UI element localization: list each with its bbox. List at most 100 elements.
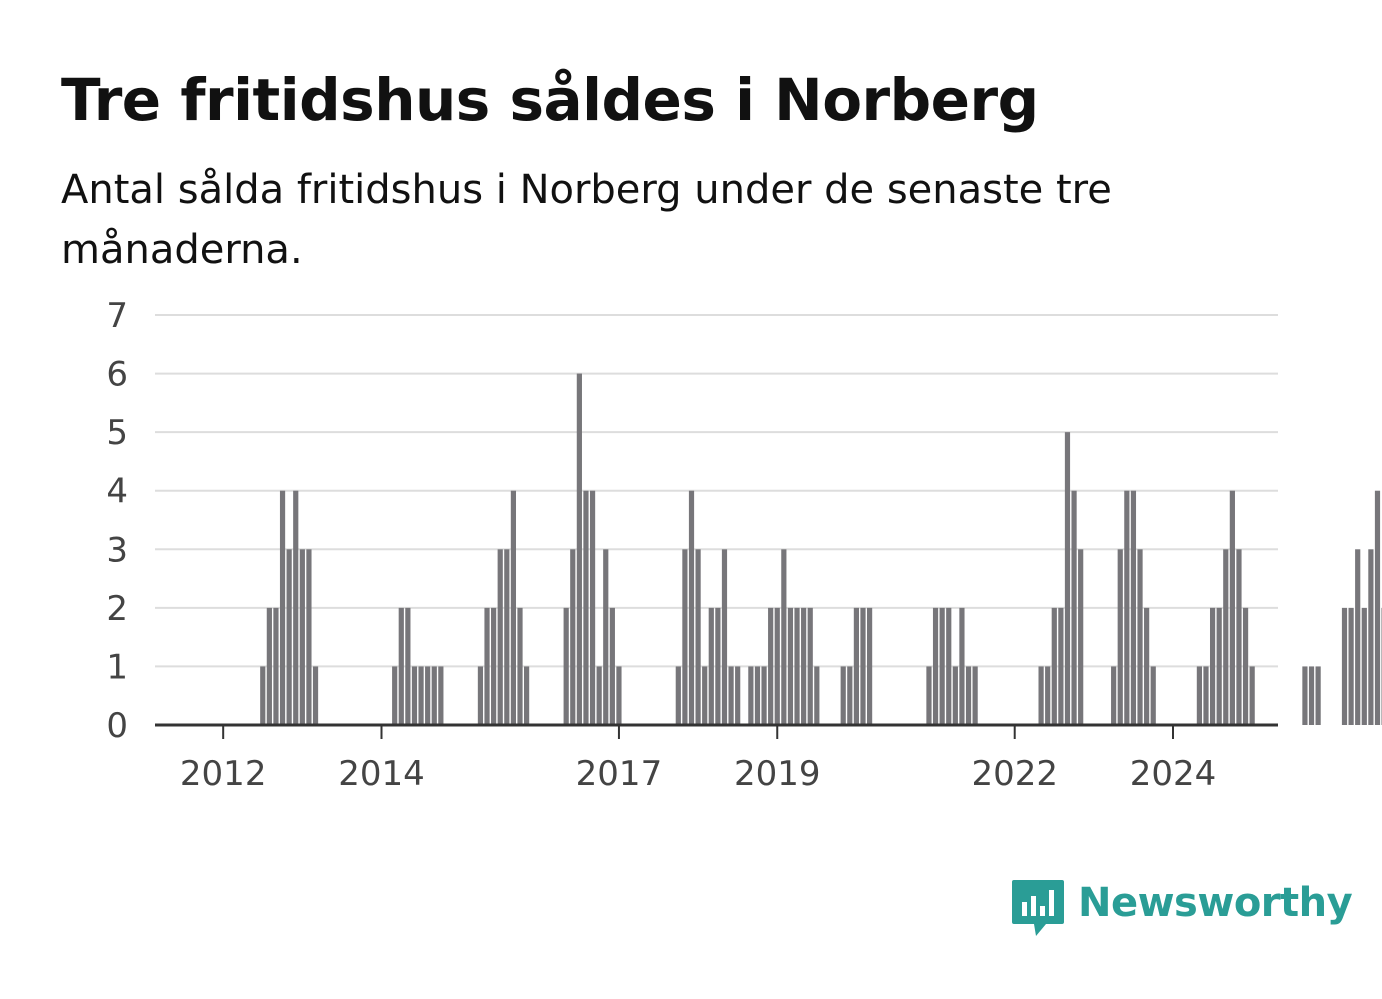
x-tick-label: 2022 — [971, 754, 1058, 794]
bar — [715, 607, 721, 725]
y-tick-label: 0 — [106, 706, 128, 746]
bar — [946, 607, 952, 725]
bar — [840, 666, 846, 725]
bar — [860, 607, 866, 725]
bar — [794, 607, 800, 725]
bar — [1361, 607, 1367, 725]
bar — [504, 549, 510, 725]
bar — [1150, 666, 1156, 725]
bar — [1051, 607, 1057, 725]
y-tick-label: 1 — [106, 647, 128, 687]
bar — [589, 490, 596, 725]
bar — [866, 607, 873, 725]
bar — [972, 666, 978, 725]
bar — [1348, 607, 1354, 725]
y-tick-label: 7 — [106, 296, 128, 336]
bar — [1223, 549, 1229, 725]
y-tick-label: 4 — [106, 472, 128, 512]
bar — [748, 666, 754, 725]
bar — [405, 607, 411, 725]
bar — [926, 666, 932, 725]
bar — [801, 607, 807, 725]
bar — [1229, 490, 1235, 725]
bar — [1130, 490, 1137, 725]
bar — [1078, 549, 1084, 725]
bar — [484, 607, 490, 725]
bar — [293, 490, 299, 725]
bar — [768, 607, 774, 725]
y-tick-label: 3 — [106, 530, 128, 570]
newsworthy-logo: Newsworthy — [1010, 878, 1353, 942]
x-tick-label: 2017 — [576, 754, 663, 794]
bar — [814, 666, 820, 725]
newsworthy-logo-icon — [1012, 880, 1064, 936]
bar — [411, 666, 418, 725]
bar — [702, 666, 708, 725]
bar — [616, 666, 622, 725]
bar — [1058, 607, 1064, 725]
bar — [1111, 666, 1117, 725]
bar — [965, 666, 972, 725]
x-tick-label: 2012 — [180, 754, 267, 794]
bar — [682, 549, 688, 725]
bar — [425, 666, 431, 725]
bar — [306, 549, 312, 725]
bar — [1236, 549, 1242, 725]
bar — [939, 607, 945, 725]
bar — [392, 666, 398, 725]
bar — [517, 607, 523, 725]
bar — [1045, 666, 1051, 725]
bar — [1302, 666, 1308, 725]
bar — [688, 490, 695, 725]
bar — [675, 666, 681, 725]
x-tick-label: 2014 — [338, 754, 425, 794]
bar — [596, 666, 602, 725]
bar — [774, 607, 780, 725]
bar — [1308, 666, 1315, 725]
bar — [273, 607, 279, 725]
bar — [1144, 607, 1150, 725]
bar — [431, 666, 437, 725]
bar — [570, 549, 576, 725]
bar — [1216, 607, 1222, 725]
bar — [1249, 666, 1255, 725]
bar — [260, 666, 266, 725]
bar — [1374, 490, 1381, 725]
bar — [1071, 490, 1077, 725]
bar — [279, 490, 286, 725]
bar — [735, 666, 741, 725]
bar — [1038, 666, 1044, 725]
bar — [708, 607, 714, 725]
bar — [787, 607, 794, 725]
bar — [1355, 549, 1361, 725]
bar — [266, 607, 272, 725]
bar — [932, 607, 939, 725]
y-tick-label: 5 — [106, 413, 128, 453]
bar — [761, 666, 767, 725]
bar — [1209, 607, 1216, 725]
bar — [299, 549, 305, 725]
bar — [583, 490, 589, 725]
bar — [312, 666, 319, 725]
bar — [695, 549, 701, 725]
bar — [398, 607, 404, 725]
bar — [853, 607, 860, 725]
bar — [576, 373, 582, 725]
bar — [781, 549, 787, 725]
bar — [497, 549, 503, 725]
bar — [603, 549, 609, 725]
chart-title: Tre fritidshus såldes i Norberg — [61, 66, 1039, 134]
bar — [491, 607, 497, 725]
bar — [418, 666, 424, 725]
bar — [1368, 549, 1374, 725]
bar — [1242, 607, 1249, 725]
bar — [721, 549, 728, 725]
y-tick-label: 2 — [106, 589, 128, 629]
bar — [807, 607, 813, 725]
bar — [1064, 432, 1071, 725]
bar — [1117, 549, 1123, 725]
bar — [563, 607, 569, 725]
bar — [728, 666, 734, 725]
y-tick-label: 6 — [106, 355, 128, 395]
